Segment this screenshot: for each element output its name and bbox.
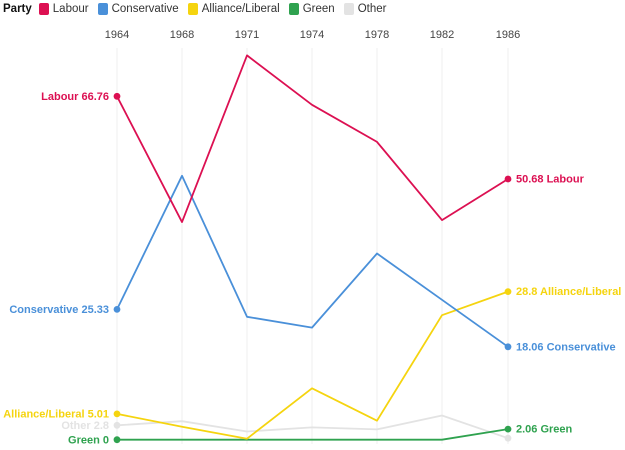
series-line-alliance-liberal [116, 290, 509, 440]
legend-item-label: Conservative [111, 3, 179, 15]
green-swatch-icon [288, 3, 299, 15]
x-axis-label: 1978 [365, 29, 389, 41]
series-start-label-conservative: Conservative 25.33 [9, 304, 109, 316]
legend-item-labour[interactable]: Labour [38, 3, 89, 15]
alliance-liberal-swatch-icon [187, 3, 198, 15]
series-line-green [116, 428, 509, 441]
x-axis-label: 1964 [105, 29, 129, 41]
x-axis-label: 1986 [496, 29, 520, 41]
series-end-label-labour: 50.68 Labour [516, 174, 585, 186]
legend-title: Party [3, 3, 32, 15]
data-point-end-alliance-liberal [504, 288, 512, 295]
x-axis-label: 1971 [235, 29, 259, 41]
gridlines [116, 48, 509, 444]
series-start-label-other: Other 2.8 [61, 420, 109, 432]
legend-item-label: Labour [52, 3, 89, 15]
legend-item-label: Alliance/Liberal [201, 3, 280, 15]
data-point-end-conservative [504, 343, 512, 351]
series-start-label-alliance-liberal: Alliance/Liberal 5.01 [3, 409, 109, 421]
data-point-end-other [504, 434, 512, 442]
conservative-swatch-icon [97, 3, 108, 15]
data-point-start-alliance-liberal [113, 410, 121, 418]
series-end-label-green: 2.06 Green [516, 424, 573, 436]
chart-legend: Party Labour Conservative Alliance/Liber… [3, 3, 395, 15]
series-layer: Other 2.8 Green 0 2.06 Green Alliance/Liber… [3, 54, 621, 446]
x-axis-label: 1968 [170, 29, 194, 41]
data-point-start-conservative [113, 306, 121, 313]
series-line-conservative [116, 174, 509, 348]
legend-item-label: Green [302, 3, 335, 15]
other-swatch-icon [343, 3, 354, 15]
series-start-label-labour: Labour 66.76 [41, 91, 109, 103]
x-axis-label: 1974 [300, 29, 324, 41]
labour-swatch-icon [38, 3, 49, 15]
legend-item-alliance-liberal[interactable]: Alliance/Liberal [187, 3, 280, 15]
data-point-end-green [504, 425, 512, 433]
series-end-label-conservative: 18.06 Conservative [516, 341, 616, 353]
series-end-label-alliance-liberal: 28.8 Alliance/Liberal [516, 286, 621, 298]
data-point-end-labour [504, 175, 512, 183]
series-line-labour [116, 54, 509, 224]
data-point-start-green [113, 436, 121, 444]
legend-item-other[interactable]: Other [343, 3, 387, 15]
data-point-start-other [113, 421, 121, 429]
legend-item-conservative[interactable]: Conservative [97, 3, 179, 15]
series-start-label-green: Green 0 [68, 434, 109, 446]
legend-item-green[interactable]: Green [288, 3, 335, 15]
data-point-start-labour [113, 92, 121, 100]
series-line-other [116, 414, 509, 440]
legend-item-label: Other [357, 3, 387, 15]
x-axis: 1964 1968 1971 1974 1978 1982 1986 [105, 29, 520, 41]
x-axis-label: 1982 [430, 29, 454, 41]
